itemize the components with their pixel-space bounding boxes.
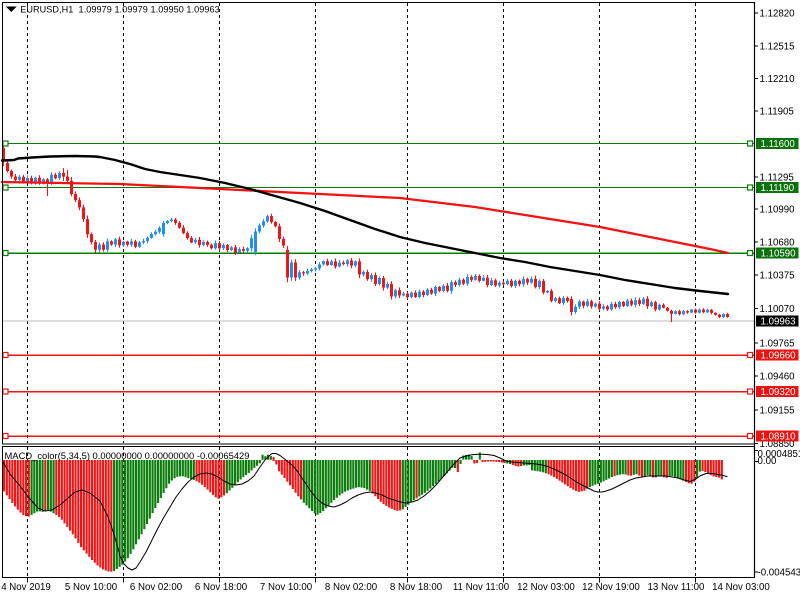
svg-text:1.10990: 1.10990 <box>760 204 796 215</box>
svg-text:6 Nov 18:00: 6 Nov 18:00 <box>195 582 248 593</box>
svg-text:1.08850: 1.08850 <box>760 439 796 450</box>
svg-text:1.09765: 1.09765 <box>760 338 795 349</box>
svg-text:5 Nov 10:00: 5 Nov 10:00 <box>65 582 118 593</box>
svg-text:1.09963: 1.09963 <box>761 317 796 328</box>
svg-text:1.11905: 1.11905 <box>760 106 794 117</box>
svg-text:1.10590: 1.10590 <box>761 249 797 260</box>
svg-text:11 Nov 11:00: 11 Nov 11:00 <box>453 582 510 593</box>
svg-text:MACD_color(5,34,5) 0.00000000: MACD_color(5,34,5) 0.00000000 0.00000000… <box>5 450 250 461</box>
svg-text:1.09320: 1.09320 <box>761 387 797 398</box>
svg-text:13 Nov 11:00: 13 Nov 11:00 <box>648 582 706 593</box>
svg-text:1.12210: 1.12210 <box>760 74 796 85</box>
svg-text:-0.0045437: -0.0045437 <box>758 568 800 579</box>
svg-text:1.09155: 1.09155 <box>760 405 795 416</box>
svg-text:8 Nov 18:00: 8 Nov 18:00 <box>390 582 443 593</box>
svg-text:14 Nov 03:00: 14 Nov 03:00 <box>712 582 770 593</box>
svg-text:EURUSD,H1 1.09979 1.09979 1.0: EURUSD,H1 1.09979 1.09979 1.09950 1.0996… <box>20 4 220 14</box>
svg-text:1.11190: 1.11190 <box>761 183 795 194</box>
svg-text:1.12820: 1.12820 <box>760 8 796 19</box>
svg-text:1.09660: 1.09660 <box>761 351 797 362</box>
svg-text:1.09460: 1.09460 <box>760 371 796 382</box>
svg-text:1.12515: 1.12515 <box>760 41 795 52</box>
svg-text:1.11600: 1.11600 <box>761 139 796 150</box>
svg-text:8 Nov 02:00: 8 Nov 02:00 <box>325 582 378 593</box>
svg-text:1.08910: 1.08910 <box>761 432 797 443</box>
svg-text:12 Nov 19:00: 12 Nov 19:00 <box>582 582 640 593</box>
svg-text:1.10070: 1.10070 <box>760 304 796 315</box>
svg-text:0.0004851: 0.0004851 <box>758 449 800 460</box>
svg-text:1.11295: 1.11295 <box>760 172 794 183</box>
svg-text:6 Nov 02:00: 6 Nov 02:00 <box>130 582 183 593</box>
svg-text:12 Nov 03:00: 12 Nov 03:00 <box>517 582 575 593</box>
svg-text:1.10375: 1.10375 <box>760 270 795 281</box>
svg-text:1.10680: 1.10680 <box>760 237 796 248</box>
svg-text:7 Nov 10:00: 7 Nov 10:00 <box>260 582 313 593</box>
svg-text:0.00: 0.00 <box>758 456 777 467</box>
svg-text:4 Nov 2019: 4 Nov 2019 <box>1 582 51 593</box>
